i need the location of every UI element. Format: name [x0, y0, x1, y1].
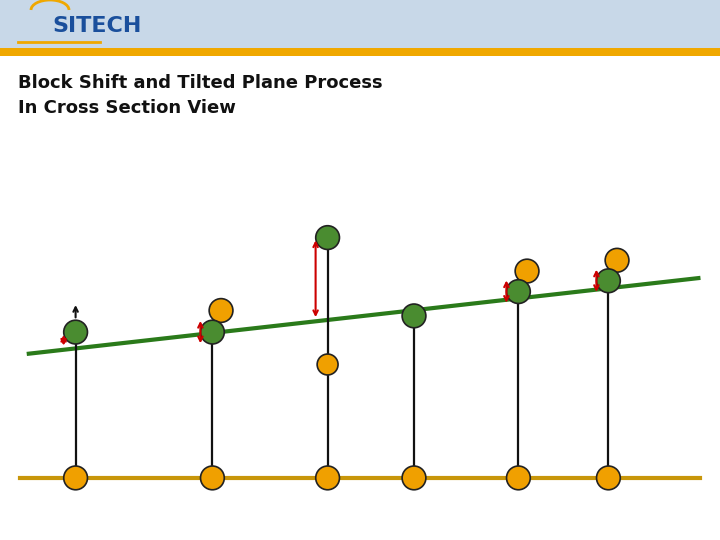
Bar	[0, 0, 720, 48]
Text: SITECH: SITECH	[52, 16, 141, 36]
Ellipse shape	[596, 466, 621, 490]
Ellipse shape	[200, 466, 225, 490]
Ellipse shape	[507, 280, 530, 303]
Ellipse shape	[596, 269, 621, 293]
Ellipse shape	[317, 354, 338, 375]
Ellipse shape	[507, 466, 530, 490]
Ellipse shape	[316, 466, 340, 490]
Ellipse shape	[516, 259, 539, 283]
Ellipse shape	[200, 320, 225, 344]
Text: Block Shift and Tilted Plane Process
In Cross Section View: Block Shift and Tilted Plane Process In …	[18, 74, 382, 117]
Ellipse shape	[63, 466, 88, 490]
Ellipse shape	[63, 320, 88, 344]
Ellipse shape	[316, 226, 340, 249]
Bar	[0, 48, 720, 56]
Ellipse shape	[402, 304, 426, 328]
Ellipse shape	[402, 466, 426, 490]
Ellipse shape	[209, 299, 233, 322]
Ellipse shape	[605, 248, 629, 272]
